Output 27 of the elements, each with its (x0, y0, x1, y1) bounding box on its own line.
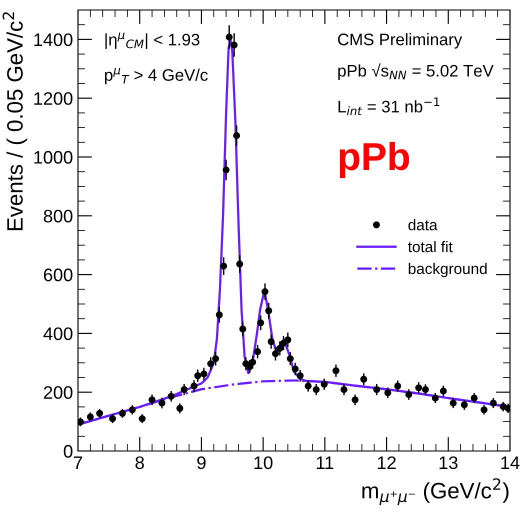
x-axis-title: m$_{μ⁺μ⁻}$ (GeV/c$^{2}$) (362, 478, 508, 506)
x-tick-label: 14 (501, 456, 520, 469)
y-tick-label: 800 (44, 210, 72, 223)
annotation: |η$^{μ}$$_{CM}$| < 1.93 (105, 32, 200, 49)
x-tick-label: 13 (440, 456, 458, 470)
x-tick-label: 11 (316, 456, 334, 469)
x-tick-label: 9 (197, 456, 206, 470)
x-tick-label: 8 (135, 456, 144, 470)
legend-label: data (408, 219, 438, 230)
annotation: pPb √s$_{NN}$ = 5.02 TeV (338, 63, 494, 80)
legend-label: background (408, 262, 487, 278)
x-tick-label: 12 (378, 456, 396, 469)
annotation: CMS Preliminary (338, 33, 462, 49)
y-tick-label: 1000 (34, 150, 72, 164)
annotation: L$_{int}$ = 31 nb$^{−1}$ (338, 97, 440, 116)
x-tick-label: 10 (254, 456, 272, 470)
y-tick-label: 1200 (34, 92, 72, 105)
y-tick-label: 0 (64, 444, 72, 458)
annotation: p$^{μ}$$_{T}$ > 4 GeV/c (104, 68, 208, 84)
annotation: pPb (340, 142, 410, 178)
legend-label: total fit (408, 241, 453, 252)
y-tick-label: 1400 (34, 33, 72, 46)
x-tick-label: 7 (74, 456, 82, 469)
y-tick-label: 600 (44, 268, 72, 282)
y-axis-title: Events / ( 0.05 GeV/c$^{2}$ (2, 12, 28, 230)
y-tick-label: 400 (43, 327, 72, 340)
y-tick-label: 200 (44, 386, 72, 399)
